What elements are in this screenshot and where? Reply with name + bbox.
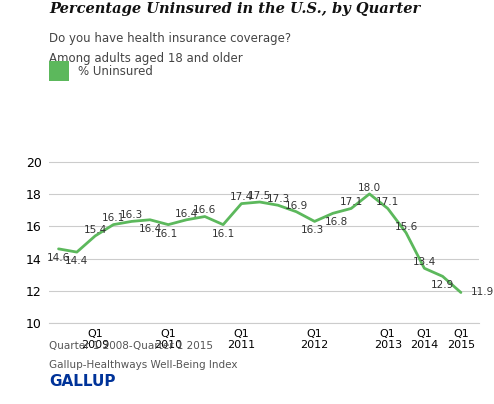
Text: Percentage Uninsured in the U.S., by Quarter: Percentage Uninsured in the U.S., by Qua… <box>49 2 421 16</box>
Text: 16.8: 16.8 <box>325 217 348 227</box>
Text: 16.4: 16.4 <box>138 224 162 234</box>
Text: Among adults aged 18 and older: Among adults aged 18 and older <box>49 52 243 65</box>
Text: 16.1: 16.1 <box>155 229 178 238</box>
Text: GALLUP: GALLUP <box>49 374 116 389</box>
Text: 16.3: 16.3 <box>120 210 143 220</box>
Text: 11.9: 11.9 <box>471 288 494 297</box>
Text: 14.4: 14.4 <box>65 256 88 266</box>
Text: 16.1: 16.1 <box>102 213 125 223</box>
Text: Quarter 1 2008-Quarter 1 2015: Quarter 1 2008-Quarter 1 2015 <box>49 341 213 351</box>
Text: 15.6: 15.6 <box>394 221 417 231</box>
Text: 17.5: 17.5 <box>248 191 271 201</box>
Text: Gallup-Healthways Well-Being Index: Gallup-Healthways Well-Being Index <box>49 360 238 370</box>
Text: 16.6: 16.6 <box>193 205 216 215</box>
Text: 17.4: 17.4 <box>230 192 253 202</box>
Text: Do you have health insurance coverage?: Do you have health insurance coverage? <box>49 32 291 45</box>
Text: 13.4: 13.4 <box>412 257 436 267</box>
Text: 12.9: 12.9 <box>431 280 454 290</box>
Text: 16.4: 16.4 <box>175 208 198 219</box>
Text: 18.0: 18.0 <box>358 183 381 193</box>
Text: 17.1: 17.1 <box>339 197 363 207</box>
Text: 17.1: 17.1 <box>376 197 399 207</box>
Text: 15.4: 15.4 <box>83 225 107 235</box>
Text: 17.3: 17.3 <box>266 194 289 204</box>
Text: % Uninsured: % Uninsured <box>78 65 153 78</box>
Text: 16.1: 16.1 <box>211 229 235 238</box>
Text: 16.3: 16.3 <box>301 225 325 235</box>
Text: 14.6: 14.6 <box>47 253 70 263</box>
Text: 16.9: 16.9 <box>285 200 308 210</box>
